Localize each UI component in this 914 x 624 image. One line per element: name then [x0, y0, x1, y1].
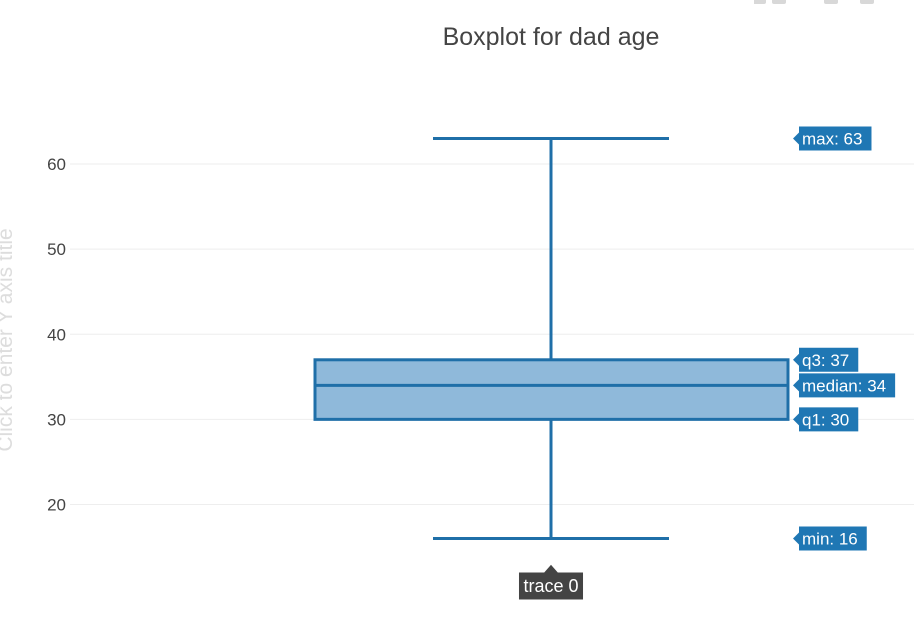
trace-label-bg [517, 563, 585, 601]
zoom-in-icon[interactable] [754, 0, 766, 4]
hover-label-q3: q3: 37 [793, 347, 859, 372]
gridlines [70, 163, 914, 505]
hover-label-bg-max [793, 126, 872, 151]
trace-hover-label: trace 0 [517, 563, 585, 601]
hover-label-text-q1: q1: 30 [802, 410, 849, 429]
reset-axes-icon[interactable] [860, 0, 874, 4]
y-tick-labels: 20 30 40 50 60 [47, 155, 66, 514]
hover-label-text-median: median: 34 [802, 376, 886, 395]
hover-label-bg-q3 [793, 347, 859, 372]
hover-label-text-min: min: 16 [802, 530, 858, 549]
box-trace[interactable] [313, 137, 790, 541]
y-tick-label-50: 50 [47, 240, 66, 259]
iqr-box[interactable] [313, 358, 790, 421]
hover-label-text-q3: q3: 37 [802, 351, 849, 370]
hover-label-min: min: 16 [793, 526, 867, 551]
trace-label-text: trace 0 [523, 576, 578, 596]
y-tick-label-30: 30 [47, 410, 66, 429]
chart-title: Boxplot for dad age [443, 23, 660, 51]
zoom-out-icon[interactable] [772, 0, 786, 4]
y-tick-label-20: 20 [47, 495, 66, 514]
y-tick-label-40: 40 [47, 325, 66, 344]
hover-label-bg-min [793, 526, 867, 551]
y-axis-title-placeholder[interactable]: Click to enter Y axis title [0, 228, 17, 451]
hover-label-text-max: max: 63 [802, 130, 862, 149]
hover-label-bg-q1 [793, 407, 859, 432]
hover-label-median: median: 34 [793, 373, 896, 398]
hover-label-q1: q1: 30 [793, 407, 859, 432]
y-tick-label-60: 60 [47, 155, 66, 174]
modebar[interactable] [754, 0, 914, 6]
autoscale-icon[interactable] [824, 0, 838, 4]
hover-label-max: max: 63 [793, 126, 872, 151]
hover-labels: max: 63 q3: 37 median: 34 q1: 30 min: 16 [793, 126, 896, 551]
hover-label-bg-median [793, 373, 896, 398]
